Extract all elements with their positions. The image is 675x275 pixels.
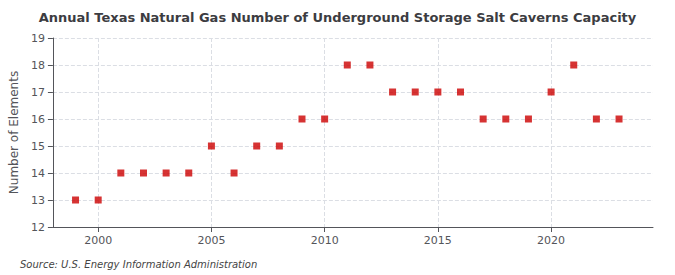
svg-text:2015: 2015: [424, 234, 452, 247]
svg-text:13: 13: [31, 194, 45, 207]
svg-text:2000: 2000: [84, 234, 112, 247]
svg-text:2020: 2020: [537, 234, 565, 247]
svg-text:12: 12: [31, 221, 45, 234]
svg-text:19: 19: [31, 32, 45, 45]
svg-text:17: 17: [31, 86, 45, 99]
svg-text:2005: 2005: [197, 234, 225, 247]
svg-text:Number of Elements: Number of Elements: [7, 71, 21, 194]
svg-text:15: 15: [31, 140, 45, 153]
svg-text:16: 16: [31, 113, 45, 126]
svg-text:2010: 2010: [311, 234, 339, 247]
svg-text:18: 18: [31, 59, 45, 72]
svg-text:Source: U.S. Energy Informatio: Source: U.S. Energy Information Administ…: [20, 259, 257, 270]
svg-text:Annual Texas Natural Gas Numbe: Annual Texas Natural Gas Number of Under…: [39, 10, 637, 25]
svg-text:14: 14: [31, 167, 45, 180]
